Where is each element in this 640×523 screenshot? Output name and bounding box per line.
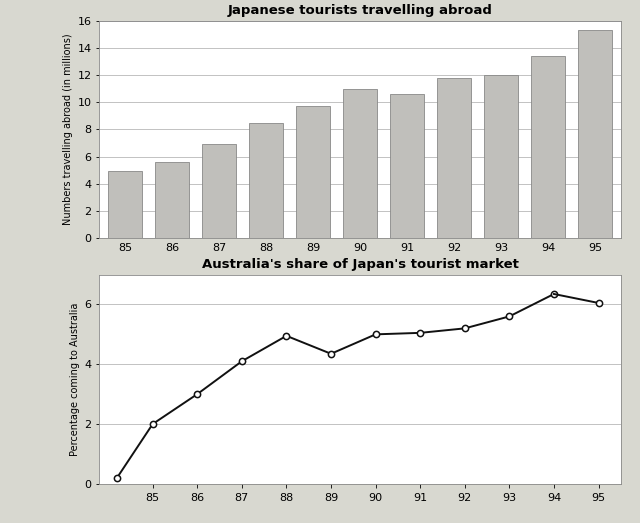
Y-axis label: Numbers travelling abroad (in millions): Numbers travelling abroad (in millions) [63, 33, 73, 225]
Title: Japanese tourists travelling abroad: Japanese tourists travelling abroad [228, 4, 492, 17]
Bar [296, 106, 330, 238]
Bar [155, 162, 189, 238]
Bar [108, 172, 142, 238]
Bar [390, 94, 424, 238]
Bar [531, 56, 565, 238]
Y-axis label: Percentage coming to Australia: Percentage coming to Australia [70, 302, 80, 456]
Bar [202, 144, 236, 238]
Bar [578, 30, 612, 238]
Title: Australia's share of Japan's tourist market: Australia's share of Japan's tourist mar… [202, 258, 518, 270]
Bar [437, 78, 471, 238]
Bar [343, 89, 377, 238]
Bar [484, 75, 518, 238]
Bar [249, 123, 283, 238]
